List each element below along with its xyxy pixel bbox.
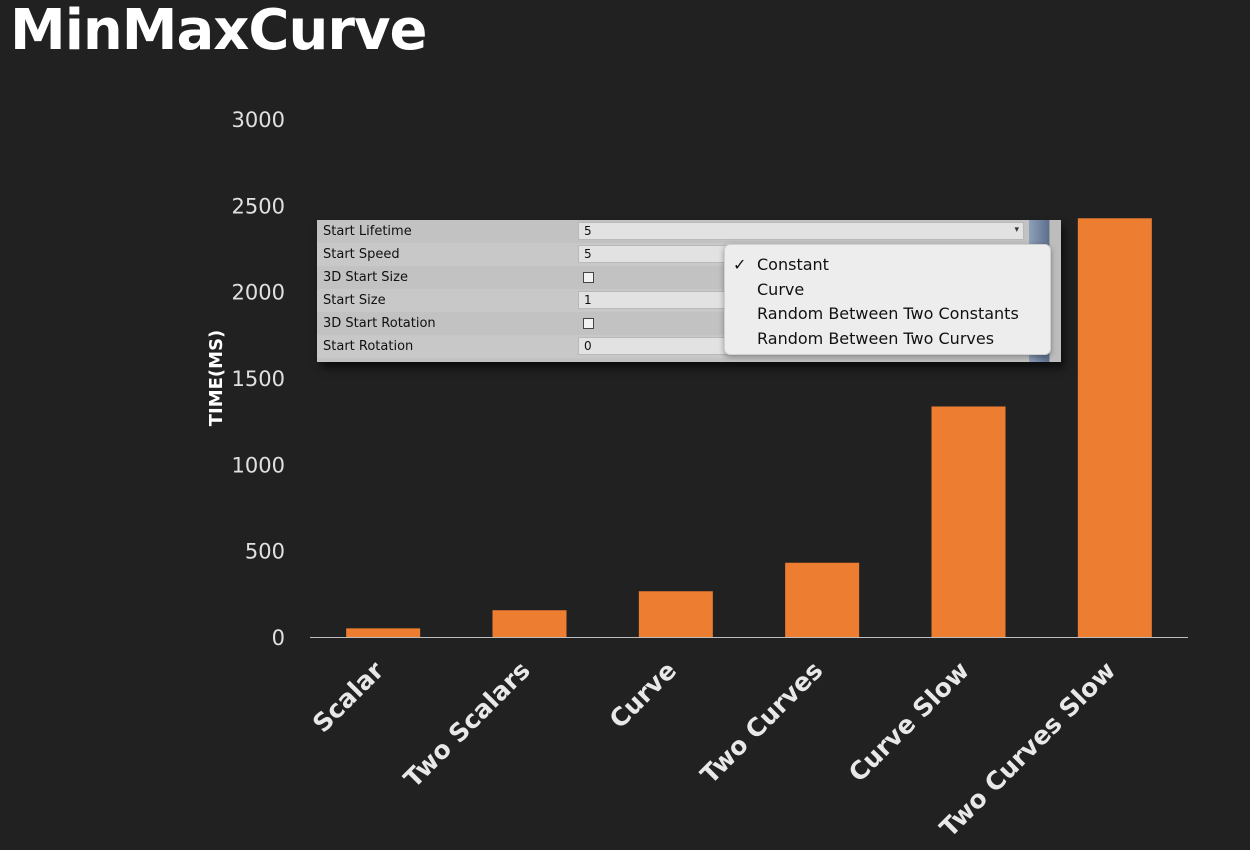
bar: [1077, 218, 1152, 638]
start-size-value: 1: [584, 293, 592, 307]
menu-item-random-two-curves[interactable]: Random Between Two Curves: [757, 329, 995, 348]
page-title: MinMaxCurve: [10, 0, 427, 63]
start-lifetime-label: Start Lifetime: [323, 224, 412, 239]
checkmark-icon: ✓: [733, 255, 747, 274]
bar: [492, 610, 567, 637]
bar: [931, 406, 1006, 637]
start-lifetime-value: 5: [584, 224, 592, 238]
3d-start-size-label: 3D Start Size: [323, 270, 408, 285]
start-speed-label: Start Speed: [323, 247, 400, 262]
inspector-row-start-lifetime: Start Lifetime 5 ▾: [317, 220, 1029, 243]
3d-start-size-checkbox[interactable]: [583, 272, 594, 283]
start-speed-value: 5: [584, 247, 592, 261]
chevron-down-icon[interactable]: ▾: [1014, 225, 1019, 235]
start-lifetime-dropdown[interactable]: 5 ▾: [578, 222, 1024, 240]
y-tick-label: 500: [245, 540, 285, 564]
bar: [346, 628, 421, 637]
curve-mode-dropdown-menu: ✓ Constant Curve Random Between Two Cons…: [724, 244, 1051, 355]
bar: [638, 591, 713, 637]
y-tick-label: 3000: [232, 108, 285, 132]
x-tick-label: Scalar: [307, 655, 390, 738]
inspector-row-3d-start-size: 3D Start Size: [317, 266, 1029, 289]
x-tick-label: Curve: [604, 656, 682, 734]
start-size-label: Start Size: [323, 293, 386, 308]
y-axis-label: TIME(MS): [206, 330, 227, 427]
start-rotation-label: Start Rotation: [323, 339, 414, 354]
3d-start-rotation-checkbox[interactable]: [583, 318, 594, 329]
y-tick-label: 1000: [232, 453, 285, 477]
menu-item-random-two-constants[interactable]: Random Between Two Constants: [757, 304, 1019, 323]
menu-item-constant[interactable]: Constant: [757, 255, 829, 274]
bar: [785, 562, 860, 637]
3d-start-rotation-label: 3D Start Rotation: [323, 316, 436, 331]
inspector-row-3d-start-rotation: 3D Start Rotation: [317, 312, 1029, 335]
y-tick-label: 0: [272, 626, 285, 650]
menu-item-curve[interactable]: Curve: [757, 280, 805, 299]
x-tick-label: Two Scalars: [398, 656, 536, 794]
y-tick-label: 1500: [232, 367, 285, 391]
y-tick-label: 2000: [232, 281, 285, 305]
x-tick-label: Curve Slow: [843, 656, 975, 788]
y-tick-label: 2500: [232, 194, 285, 218]
x-tick-label: Two Curves: [695, 656, 829, 790]
start-rotation-value: 0: [584, 339, 592, 353]
